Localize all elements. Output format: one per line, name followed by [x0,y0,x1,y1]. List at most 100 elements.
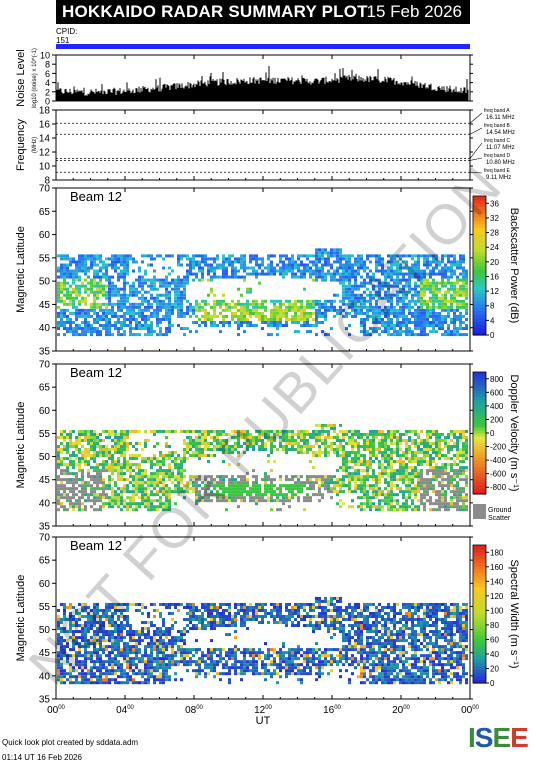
data-cell [210,279,213,282]
data-cell [402,321,405,324]
data-cell [357,487,360,490]
data-cell [141,475,144,478]
data-cell [72,454,75,457]
data-cell [279,300,282,303]
data-cell [66,463,69,466]
data-cell [138,282,141,285]
data-cell [336,469,339,472]
data-cell [108,466,111,469]
data-cell [408,472,411,475]
data-cell [78,505,81,508]
data-cell [195,263,198,266]
data-cell [84,263,87,266]
data-cell [60,472,63,475]
data-cell [69,297,72,300]
data-cell [84,318,87,321]
data-cell [432,324,435,327]
data-cell [114,324,117,327]
data-cell [369,430,372,433]
data-cell [81,309,84,312]
data-cell [297,254,300,257]
data-cell [399,508,402,511]
data-cell [300,309,303,312]
data-cell [75,505,78,508]
data-cell [105,285,108,288]
data-cell [354,445,357,448]
data-cell [84,312,87,315]
data-cell [402,478,405,481]
data-cell [279,312,282,315]
data-cell [318,257,321,260]
data-cell [291,496,294,499]
data-cell [141,472,144,475]
data-cell [102,496,105,499]
data-cell [348,478,351,481]
data-cell [369,457,372,460]
data-cell [90,490,93,493]
data-cell [141,303,144,306]
data-cell [231,273,234,276]
data-cell [174,285,177,288]
data-cell [432,327,435,330]
data-cell [276,493,279,496]
data-cell [222,324,225,327]
data-cell [123,490,126,493]
data-cell [120,270,123,273]
data-cell [75,333,78,336]
data-cell [120,254,123,257]
data-cell [108,321,111,324]
data-cell [189,270,192,273]
data-cell [438,505,441,508]
data-cell [315,260,318,263]
data-cell [144,439,147,442]
data-cell [150,303,153,306]
data-cell [255,306,258,309]
data-cell [123,478,126,481]
data-cell [156,312,159,315]
data-cell [78,457,81,460]
data-cell [333,248,336,251]
data-cell [426,463,429,466]
data-cell [63,288,66,291]
data-cell [126,430,129,433]
data-cell [294,260,297,263]
data-cell [141,327,144,330]
data-cell [264,321,267,324]
data-cell [150,478,153,481]
data-cell [144,273,147,276]
data-cell [156,254,159,257]
data-cell [279,493,282,496]
data-cell [117,333,120,336]
data-cell [213,260,216,263]
data-cell [96,433,99,436]
data-cell [252,273,255,276]
data-cell [459,321,462,324]
data-cell [441,469,444,472]
data-cell [381,499,384,502]
data-cell [72,484,75,487]
data-cell [354,270,357,273]
data-cell [162,457,165,460]
data-cell [300,324,303,327]
data-cell [90,445,93,448]
data-cell [249,499,252,502]
data-cell [174,297,177,300]
data-cell [297,451,300,454]
data-cell [150,327,153,330]
data-cell [342,445,345,448]
data-cell [87,330,90,333]
data-cell [159,478,162,481]
data-cell [306,430,309,433]
data-cell [72,490,75,493]
data-cell [234,276,237,279]
data-cell [78,270,81,273]
data-cell [57,276,60,279]
data-cell [435,478,438,481]
data-cell [363,460,366,463]
data-cell [285,309,288,312]
data-cell [381,430,384,433]
data-cell [270,487,273,490]
data-cell [438,297,441,300]
data-cell [117,469,120,472]
data-cell [129,315,132,318]
